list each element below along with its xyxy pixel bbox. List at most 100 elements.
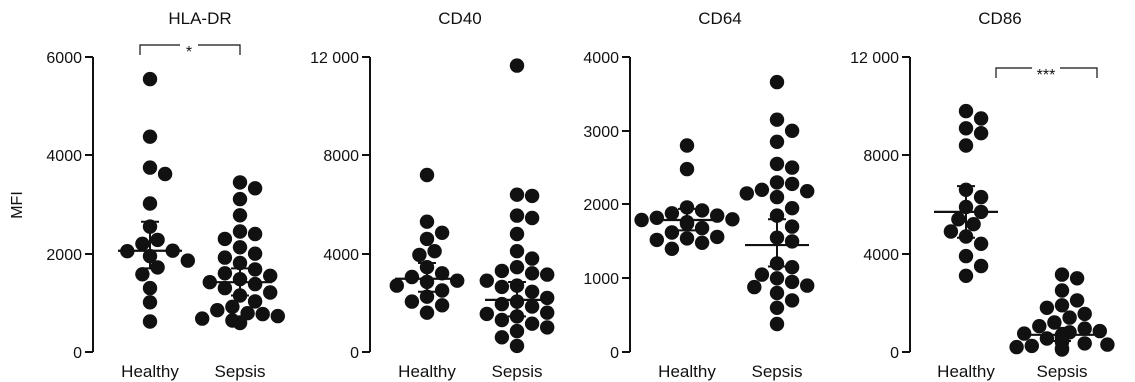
- data-point: [943, 224, 959, 239]
- data-point: [232, 191, 248, 207]
- data-point: [710, 229, 725, 245]
- data-point: [419, 305, 435, 320]
- data-point: [1092, 323, 1108, 339]
- mean-sem-markers: [118, 220, 272, 297]
- y-tick-label: 6000: [46, 50, 82, 67]
- data-point: [142, 295, 158, 310]
- data-point: [255, 306, 270, 322]
- data-point: [958, 121, 974, 136]
- data-point: [232, 315, 248, 331]
- data-point: [769, 285, 785, 301]
- panel-title-cd40: CD40: [438, 9, 481, 28]
- data-point: [434, 266, 450, 281]
- data-point: [247, 262, 263, 277]
- data-point: [232, 208, 248, 223]
- data-points: [943, 103, 1115, 357]
- data-point: [664, 225, 680, 240]
- y-tick-label: 4000: [863, 247, 899, 264]
- data-point: [1054, 298, 1070, 313]
- data-point: [509, 226, 525, 242]
- data-point: [135, 236, 150, 251]
- data-point: [769, 112, 785, 127]
- data-point: [270, 308, 285, 324]
- data-point: [509, 208, 525, 223]
- data-point: [142, 196, 158, 211]
- data-point: [524, 284, 540, 299]
- x-category-label: Healthy: [937, 362, 995, 381]
- panel-hla-dr: HLA-DR MFI 0 2000 4000 6000 Healthy Seps…: [9, 9, 285, 381]
- data-point: [540, 290, 555, 306]
- data-point: [419, 289, 435, 304]
- data-point: [150, 232, 165, 248]
- data-point: [754, 182, 770, 197]
- y-tick-label: 3000: [583, 124, 619, 141]
- data-point: [225, 299, 240, 314]
- data-point: [1069, 271, 1085, 286]
- data-point: [1077, 306, 1092, 322]
- data-point: [754, 267, 770, 282]
- data-point: [973, 189, 989, 205]
- data-points: [120, 71, 285, 331]
- data-point: [434, 298, 450, 313]
- y-tick-label: 12 000: [310, 50, 359, 67]
- data-point: [509, 58, 525, 73]
- data-point: [1039, 300, 1055, 315]
- data-point: [1054, 342, 1070, 357]
- mean-sem-markers: [934, 185, 1094, 342]
- data-point: [247, 181, 263, 196]
- data-point: [973, 236, 989, 251]
- data-point: [540, 267, 555, 282]
- data-point: [1039, 331, 1055, 346]
- y-tick-label: 0: [350, 345, 359, 362]
- data-point: [479, 306, 494, 322]
- data-point: [958, 103, 974, 119]
- data-point: [1009, 339, 1024, 355]
- y-tick-label: 0: [890, 345, 899, 362]
- data-point: [1077, 321, 1092, 336]
- data-point: [1054, 283, 1070, 298]
- data-point: [958, 248, 974, 264]
- data-point: [427, 244, 442, 259]
- data-point: [524, 299, 540, 314]
- data-point: [664, 206, 680, 221]
- data-point: [524, 316, 540, 331]
- bracket-label-gap: [1032, 61, 1060, 75]
- data-point: [509, 187, 525, 202]
- data-point: [1054, 267, 1070, 282]
- data-point: [800, 184, 815, 199]
- data-point: [434, 283, 450, 298]
- data-point: [494, 263, 510, 279]
- data-point: [524, 188, 540, 204]
- data-point: [769, 74, 785, 90]
- data-point: [784, 260, 800, 275]
- data-point: [524, 251, 540, 266]
- panel-title-cd86: CD86: [978, 9, 1021, 28]
- bracket-label-gap: [180, 38, 198, 52]
- data-point: [679, 138, 695, 153]
- data-point: [135, 267, 150, 282]
- data-point: [247, 294, 263, 309]
- panel-title-hla-dr: HLA-DR: [168, 9, 231, 28]
- mean-sem-markers: [655, 207, 809, 268]
- panel-cd40: CD40 0 4000 8000 12 000 Healthy Sepsis: [310, 9, 555, 381]
- data-point: [142, 71, 158, 87]
- data-point: [210, 303, 225, 318]
- data-point: [479, 273, 494, 288]
- data-points: [634, 74, 815, 332]
- data-point: [404, 294, 420, 309]
- data-point: [232, 255, 248, 271]
- x-category-label: Healthy: [398, 362, 456, 381]
- data-point: [769, 134, 785, 149]
- x-category-label: Sepsis: [214, 362, 265, 381]
- data-point: [769, 271, 785, 286]
- x-category-label: Sepsis: [1036, 362, 1087, 381]
- data-point: [739, 186, 754, 201]
- data-point: [784, 160, 800, 175]
- data-point: [524, 210, 540, 226]
- data-point: [747, 279, 762, 295]
- data-point: [1047, 315, 1062, 330]
- data-point: [966, 217, 981, 232]
- y-tick-label: 4000: [323, 247, 359, 264]
- y-axis-label: MFI: [9, 191, 26, 219]
- data-point: [694, 235, 710, 250]
